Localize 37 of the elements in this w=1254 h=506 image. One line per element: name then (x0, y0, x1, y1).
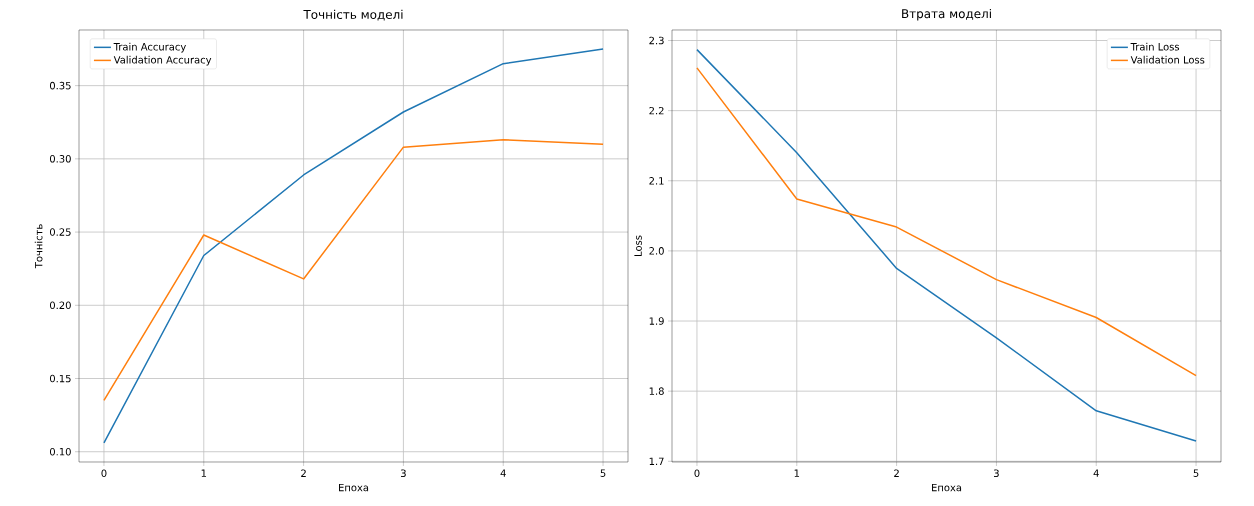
y-tick-label: 0.30 (49, 155, 71, 163)
y-tick-label: 0.20 (49, 301, 71, 310)
legend-label: Train Loss (1130, 42, 1180, 51)
y-tick-label: 2.0 (649, 247, 664, 255)
y-tick-label: 0.15 (49, 374, 71, 383)
legend-label: Validation Loss (1130, 55, 1205, 64)
y-tick-label: 1.9 (649, 317, 664, 325)
x-tick-label: 4 (1093, 469, 1099, 477)
y-tick-label: 1.7 (649, 457, 664, 465)
y-tick-label: 0.25 (49, 228, 71, 236)
y-tick-label: 0.10 (49, 447, 71, 456)
chart-title: Точність моделі (303, 9, 403, 21)
x-tick-label: 4 (500, 469, 506, 477)
x-tick-label: 0 (101, 469, 107, 478)
line-series (103, 139, 604, 402)
x-tick-label: 3 (401, 469, 406, 478)
y-tick-label: 1.8 (649, 387, 664, 395)
x-tick-label: 0 (694, 469, 700, 478)
line-series (696, 67, 1197, 377)
x-tick-label: 1 (794, 469, 800, 477)
x-tick-label: 1 (201, 469, 207, 477)
x-tick-label: 2 (894, 469, 899, 477)
x-tick-label: 5 (600, 469, 606, 477)
y-tick-label: 2.2 (649, 106, 664, 115)
y-axis-title: Точність (34, 224, 43, 269)
legend-label: Train Accuracy (113, 42, 186, 53)
x-tick-label: 3 (994, 469, 999, 478)
chart-title: Втрата моделі (902, 8, 991, 21)
y-axis-title: Loss (634, 235, 642, 256)
x-axis-title: Епоха (932, 483, 962, 492)
y-tick-label: 0.35 (49, 81, 71, 90)
x-axis-title: Епоха (339, 483, 369, 492)
x-tick-label: 2 (301, 469, 306, 477)
x-tick-label: 5 (1193, 469, 1199, 477)
y-tick-label: 2.1 (649, 177, 664, 185)
legend-label: Validation Accuracy (113, 55, 212, 66)
y-tick-label: 2.3 (649, 36, 664, 45)
